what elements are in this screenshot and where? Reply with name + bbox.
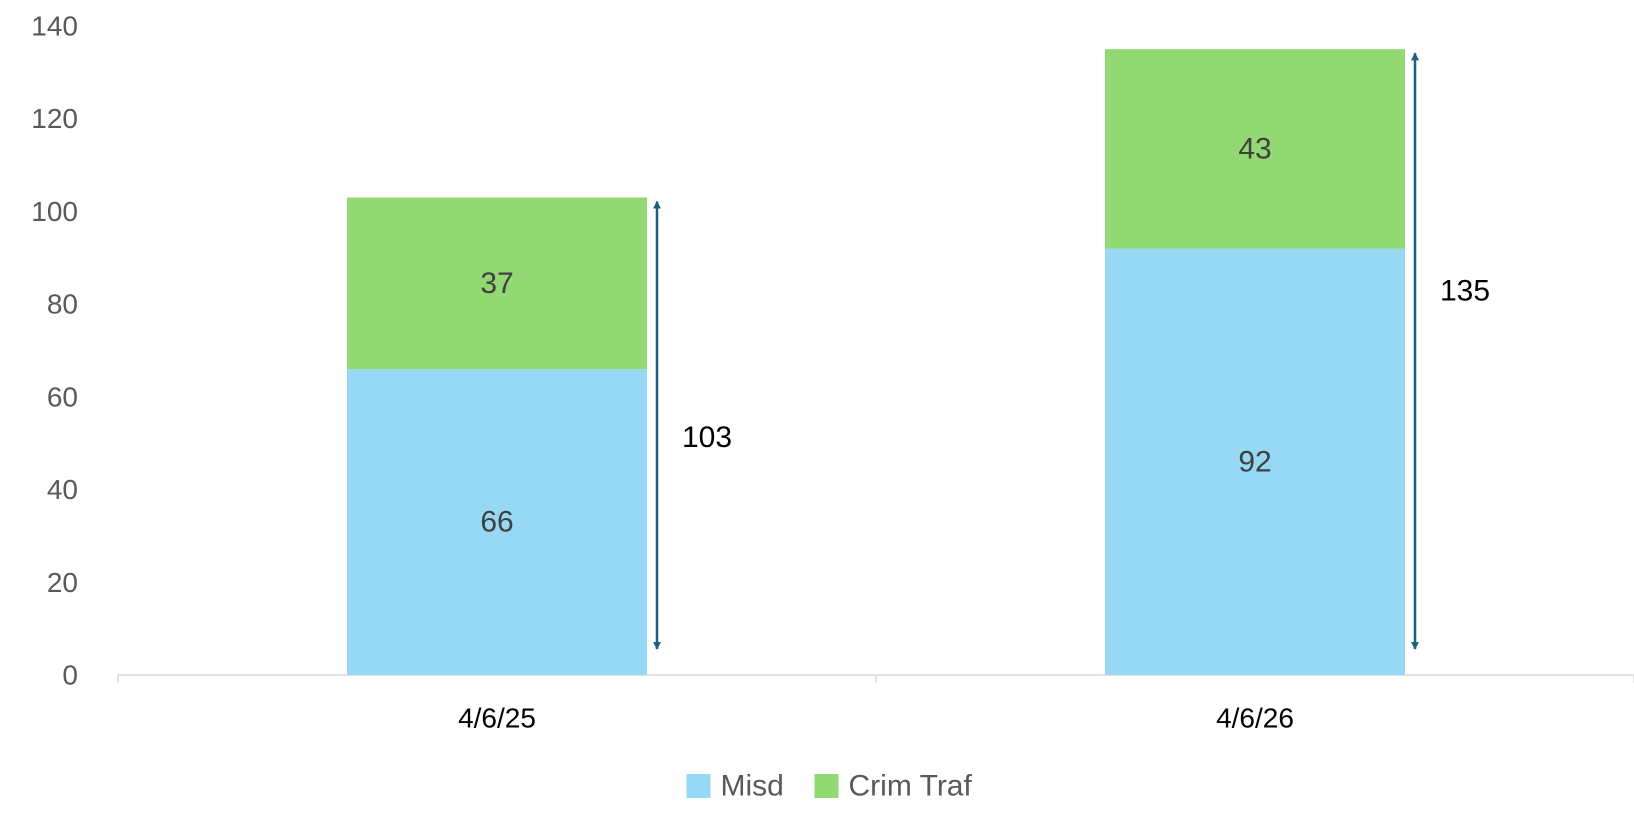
y-axis: 0 20 40 60 80 100 120 140 <box>31 11 78 691</box>
y-tick-label: 100 <box>31 196 78 227</box>
data-label: 92 <box>1238 445 1271 478</box>
x-tick-label: 4/6/25 <box>458 703 536 734</box>
total-label: 135 <box>1440 275 1490 308</box>
legend: Misd Crim Traf <box>687 770 973 803</box>
legend-swatch-crim-traf <box>815 774 839 798</box>
legend-label: Misd <box>721 770 784 803</box>
y-tick-label: 80 <box>47 289 78 320</box>
data-label: 43 <box>1238 132 1271 165</box>
y-tick-label: 20 <box>47 567 78 598</box>
y-tick-label: 0 <box>62 660 78 691</box>
y-tick-label: 120 <box>31 103 78 134</box>
x-axis: 4/6/25 4/6/26 <box>118 675 1634 734</box>
legend-swatch-misd <box>687 774 711 798</box>
bars: 66 37 92 43 <box>347 49 1405 675</box>
data-label: 66 <box>480 506 513 539</box>
total-label: 103 <box>682 421 732 454</box>
y-tick-label: 140 <box>31 11 78 42</box>
x-tick-label: 4/6/26 <box>1216 703 1294 734</box>
data-label: 37 <box>480 267 513 300</box>
y-tick-label: 40 <box>47 474 78 505</box>
legend-label: Crim Traf <box>849 770 973 803</box>
y-tick-label: 60 <box>47 381 78 412</box>
